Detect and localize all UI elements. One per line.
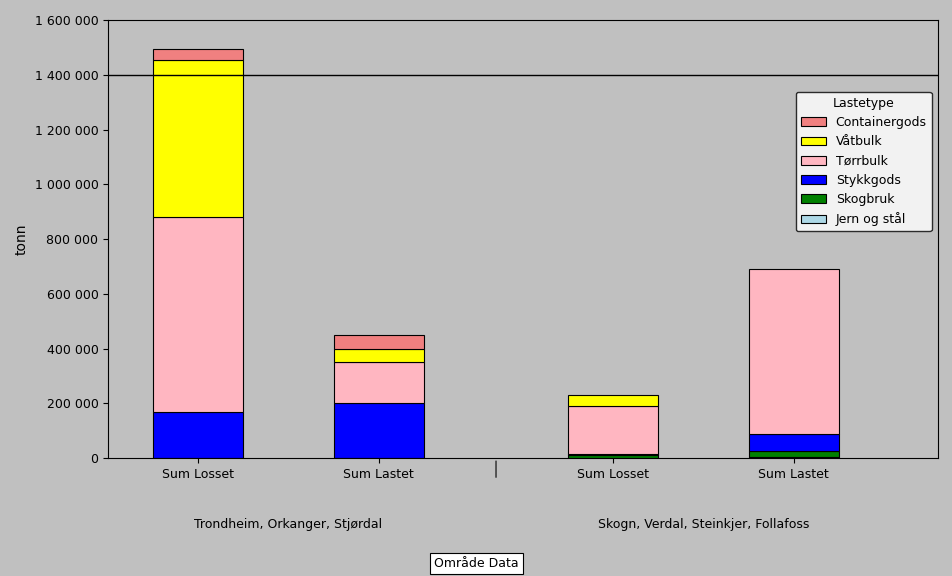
- Bar: [333, 335, 424, 348]
- Bar: [333, 362, 424, 403]
- Bar: [333, 348, 424, 362]
- Text: Trondheim, Orkanger, Stjørdal: Trondheim, Orkanger, Stjørdal: [194, 518, 382, 532]
- Bar: [153, 412, 243, 458]
- Bar: [567, 406, 658, 454]
- Bar: [747, 457, 838, 458]
- Text: Område Data: Område Data: [434, 557, 518, 570]
- Bar: [747, 434, 838, 452]
- Bar: [153, 50, 243, 60]
- Y-axis label: tonn: tonn: [15, 223, 29, 255]
- Legend: Containergods, Våtbulk, Tørrbulk, Stykkgods, Skogbruk, Jern og stål: Containergods, Våtbulk, Tørrbulk, Stykkg…: [795, 92, 931, 232]
- Bar: [153, 217, 243, 412]
- Bar: [747, 452, 838, 457]
- Bar: [567, 454, 658, 456]
- Bar: [747, 269, 838, 434]
- Bar: [333, 403, 424, 458]
- Bar: [153, 60, 243, 217]
- Bar: [567, 395, 658, 406]
- Text: Skogn, Verdal, Steinkjer, Follafoss: Skogn, Verdal, Steinkjer, Follafoss: [597, 518, 808, 532]
- Bar: [567, 456, 658, 458]
